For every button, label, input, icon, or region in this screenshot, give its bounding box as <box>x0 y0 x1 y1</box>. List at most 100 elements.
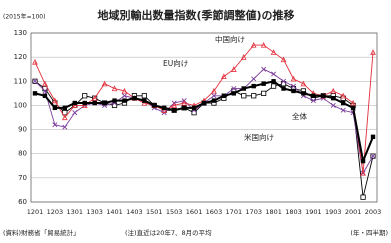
point <box>191 105 197 111</box>
point <box>32 58 38 65</box>
point <box>370 49 376 55</box>
series-line <box>34 44 374 174</box>
unit-label: (2015年=100) <box>3 13 45 21</box>
y-tick-label: 100 <box>14 101 27 109</box>
point <box>301 91 306 96</box>
x-tick-label: 2001 <box>345 208 362 216</box>
point <box>281 78 287 84</box>
x-tick-label: 2003 <box>365 208 382 216</box>
series-label: 中国向け <box>215 34 245 44</box>
y-tick-label: 80 <box>18 150 27 158</box>
y-tick-label: 90 <box>18 126 27 134</box>
point <box>141 99 148 106</box>
point <box>171 108 177 113</box>
point <box>261 81 266 86</box>
point <box>231 91 237 96</box>
x-tick-label: 1203 <box>47 208 64 216</box>
point <box>52 97 58 104</box>
point <box>221 73 227 80</box>
point <box>370 134 376 140</box>
point <box>281 86 286 91</box>
point <box>101 80 108 87</box>
x-tick-label: 1403 <box>126 208 143 216</box>
point <box>132 95 137 101</box>
point <box>270 83 277 89</box>
x-tick-label: 1903 <box>325 208 342 216</box>
chart-title: 地域別輸出数量指数(季節調整値)の推移 <box>97 8 294 22</box>
point <box>251 93 257 99</box>
plot-frame <box>30 32 378 203</box>
point <box>290 83 296 89</box>
point <box>112 98 117 103</box>
x-tick-label: 1901 <box>305 208 322 216</box>
point <box>91 95 98 101</box>
point <box>251 76 257 82</box>
point <box>330 102 336 108</box>
point <box>42 93 48 98</box>
point <box>152 103 157 108</box>
point <box>71 102 78 109</box>
point <box>121 93 127 99</box>
x-tick-label: 1503 <box>166 208 183 216</box>
point <box>32 91 38 96</box>
point <box>171 102 178 109</box>
series-label: EU向け <box>163 58 188 68</box>
point <box>251 83 256 89</box>
series-label: 米国向け <box>244 132 274 142</box>
point <box>280 56 287 63</box>
point <box>270 49 277 55</box>
y-tick-label: 120 <box>14 53 27 61</box>
point <box>121 87 128 94</box>
x-axis-label: (年・四半期) <box>350 228 388 237</box>
point <box>82 100 87 106</box>
point <box>161 107 168 113</box>
point <box>360 158 366 164</box>
point <box>61 114 68 121</box>
point <box>181 99 187 106</box>
point <box>221 93 227 98</box>
point <box>271 79 276 84</box>
y-tick-label: 60 <box>18 198 27 206</box>
point <box>81 102 88 109</box>
point <box>92 100 97 106</box>
source-note: (資料)財務省「貿易統計」 <box>3 228 80 237</box>
point <box>82 93 88 99</box>
point <box>311 93 316 98</box>
point <box>191 110 197 116</box>
point <box>360 169 366 176</box>
point <box>340 92 347 99</box>
point <box>141 93 147 99</box>
point <box>122 98 127 103</box>
point <box>211 98 217 103</box>
point <box>52 105 58 111</box>
point <box>300 80 307 87</box>
x-tick-label: 1303 <box>86 208 103 216</box>
point <box>231 86 237 92</box>
x-tick-label: 1601 <box>186 208 203 216</box>
point <box>201 100 207 106</box>
series-line <box>34 68 374 175</box>
point <box>350 99 356 106</box>
point <box>52 122 58 128</box>
point <box>290 75 297 82</box>
point <box>331 95 336 101</box>
point <box>42 88 48 94</box>
y-tick-label: 130 <box>14 29 27 37</box>
point <box>360 194 366 200</box>
point <box>162 105 167 111</box>
point <box>230 66 237 72</box>
point <box>240 54 247 60</box>
x-tick-label: 1803 <box>285 208 302 216</box>
point <box>350 105 356 111</box>
y-tick-label: 70 <box>18 174 27 182</box>
point <box>250 41 257 48</box>
point <box>370 153 376 159</box>
point <box>330 87 337 94</box>
point <box>241 86 246 91</box>
y-tick-label: 110 <box>14 77 27 85</box>
point <box>271 71 277 77</box>
footnote: (注)直近は20年7、8月の平均 <box>125 228 212 237</box>
point <box>72 110 78 116</box>
point <box>42 80 48 87</box>
